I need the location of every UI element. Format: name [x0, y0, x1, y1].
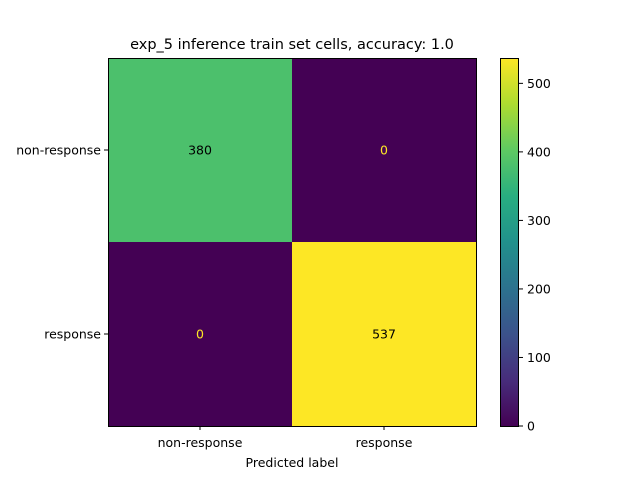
- x-tick-label: response: [356, 435, 413, 450]
- heatmap-cell: [108, 242, 292, 426]
- colorbar: [500, 58, 519, 426]
- y-tick-label: non-response: [16, 143, 101, 158]
- colorbar-tick-label: 200: [527, 281, 551, 296]
- chart-title: exp_5 inference train set cells, accurac…: [130, 37, 454, 53]
- x-axis-ticks: non-response response: [158, 426, 413, 450]
- plot-frame: [108, 58, 477, 427]
- x-tick-label: non-response: [158, 435, 243, 450]
- heatmap-cell: [108, 58, 292, 242]
- cell-value-label: 537: [372, 327, 396, 342]
- cell-value-label: 0: [196, 327, 204, 342]
- colorbar-tick-label: 400: [527, 144, 551, 159]
- y-axis-ticks: non-response response: [16, 143, 108, 342]
- heatmap-cells: [108, 58, 476, 426]
- x-axis-label: Predicted label: [246, 455, 339, 470]
- cell-value-label: 380: [188, 143, 212, 158]
- heatmap-cell-labels: 380 0 0 537: [188, 143, 396, 342]
- colorbar-frame: [500, 58, 519, 427]
- heatmap-cell: [292, 242, 476, 426]
- y-tick-label: response: [44, 327, 101, 342]
- colorbar-ticks: 0 100 200 300 400 500: [519, 76, 551, 434]
- cell-value-label: 0: [380, 143, 388, 158]
- colorbar-tick-label: 500: [527, 76, 551, 91]
- colorbar-tick-label: 100: [527, 350, 551, 365]
- colorbar-tick-label: 0: [527, 419, 535, 434]
- heatmap-cell: [292, 58, 476, 242]
- colorbar-tick-label: 300: [527, 213, 551, 228]
